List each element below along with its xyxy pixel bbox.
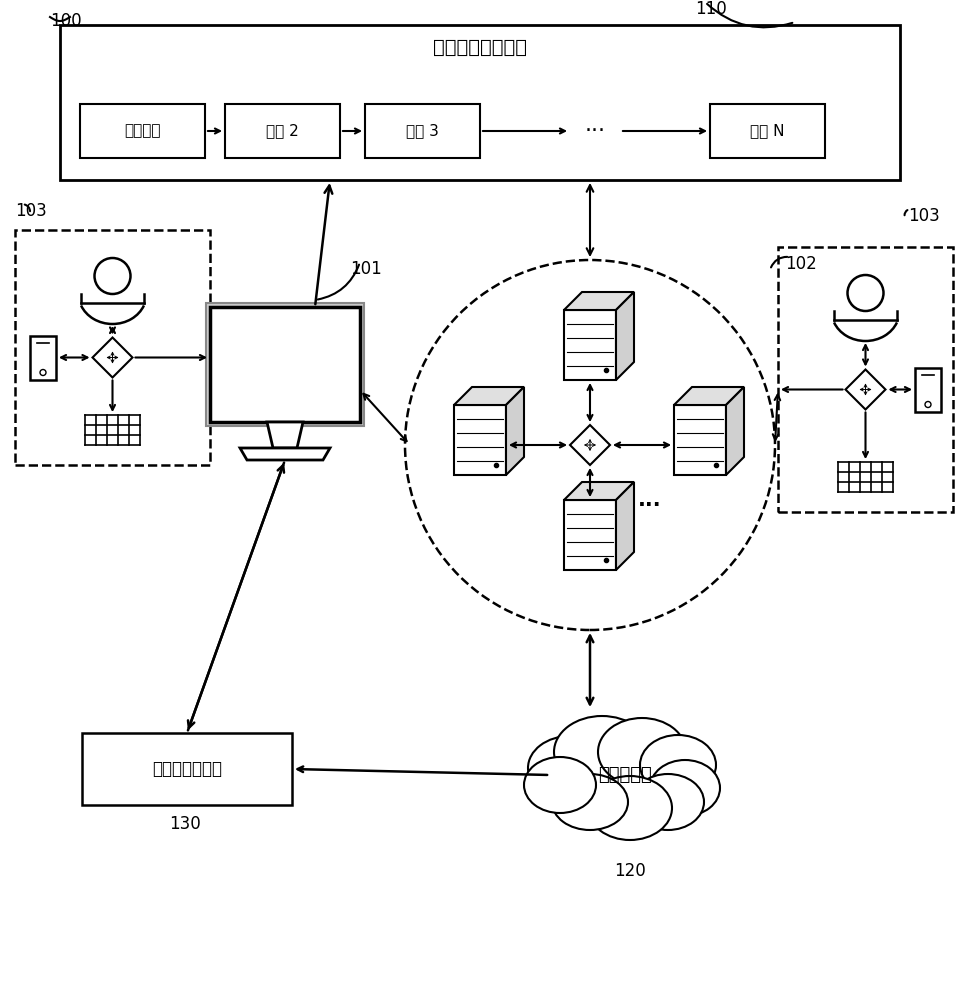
Polygon shape — [563, 482, 633, 500]
Text: 103: 103 — [907, 207, 939, 225]
Ellipse shape — [528, 736, 611, 800]
Polygon shape — [674, 387, 743, 405]
Bar — [209, 307, 359, 422]
Polygon shape — [563, 292, 633, 310]
Ellipse shape — [524, 757, 596, 813]
Text: 101: 101 — [350, 260, 382, 278]
Polygon shape — [674, 405, 726, 475]
Text: 100: 100 — [50, 12, 82, 30]
Bar — [206, 303, 363, 426]
Ellipse shape — [639, 735, 715, 795]
Text: 110: 110 — [694, 0, 726, 18]
Polygon shape — [267, 422, 303, 448]
Text: 102: 102 — [784, 255, 816, 273]
Ellipse shape — [552, 774, 628, 830]
Polygon shape — [563, 500, 615, 570]
Polygon shape — [845, 369, 884, 410]
Bar — [82, 733, 292, 805]
Polygon shape — [570, 425, 609, 465]
Ellipse shape — [587, 776, 672, 840]
Text: 区块 2: 区块 2 — [266, 123, 299, 138]
Ellipse shape — [631, 774, 703, 830]
Text: 130: 130 — [169, 815, 201, 833]
Bar — [30, 336, 56, 379]
Text: 目录文件数据库: 目录文件数据库 — [152, 760, 222, 778]
Bar — [709, 104, 825, 158]
Text: 初始区块: 初始区块 — [124, 123, 160, 138]
Bar — [80, 104, 205, 158]
Polygon shape — [92, 338, 133, 377]
Text: 区块 N: 区块 N — [750, 123, 784, 138]
Ellipse shape — [598, 718, 685, 786]
Polygon shape — [615, 482, 633, 570]
Text: 区块链分布式账本: 区块链分布式账本 — [432, 37, 527, 56]
Polygon shape — [239, 448, 330, 460]
Text: 链下数据库: 链下数据库 — [598, 766, 652, 784]
Ellipse shape — [554, 716, 650, 788]
Bar — [777, 247, 952, 512]
Text: 103: 103 — [15, 202, 47, 220]
Polygon shape — [563, 310, 615, 380]
Bar — [914, 367, 940, 412]
Polygon shape — [454, 387, 524, 405]
Text: ···: ··· — [637, 495, 661, 515]
Polygon shape — [505, 387, 524, 475]
Text: 区块 3: 区块 3 — [406, 123, 438, 138]
Text: ···: ··· — [584, 121, 604, 141]
Polygon shape — [615, 292, 633, 380]
Polygon shape — [454, 405, 505, 475]
Bar — [15, 230, 209, 465]
Bar — [364, 104, 480, 158]
Bar — [225, 104, 339, 158]
Text: 120: 120 — [613, 862, 645, 880]
Ellipse shape — [650, 760, 719, 816]
Bar — [60, 25, 899, 180]
Polygon shape — [726, 387, 743, 475]
